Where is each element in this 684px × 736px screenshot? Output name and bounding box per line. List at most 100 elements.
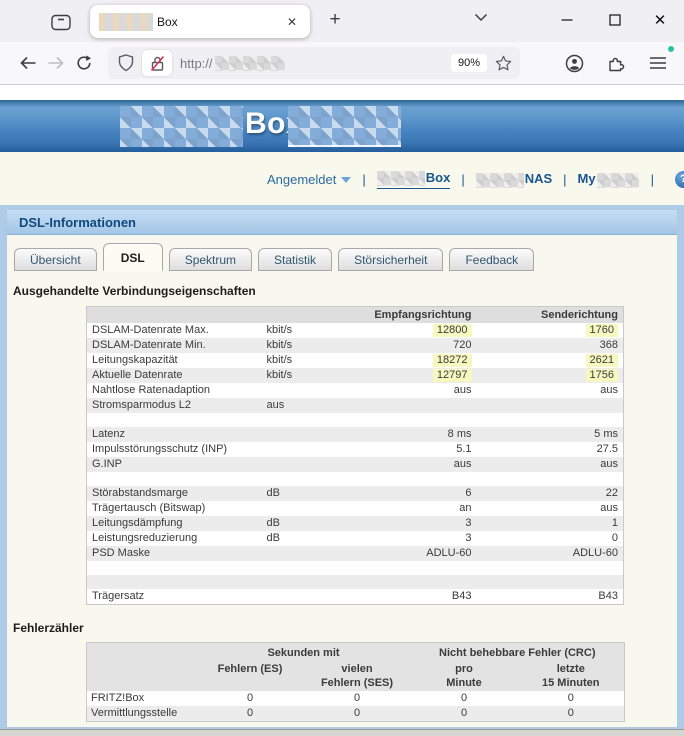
window-close-button[interactable]: ✕ — [653, 12, 667, 29]
nav-item-nas[interactable]: NAS — [475, 171, 552, 188]
account-icon[interactable] — [560, 49, 588, 77]
blurred-nav-prefix — [475, 172, 524, 188]
firefox-view-button[interactable] — [48, 9, 74, 35]
tab-feedback[interactable]: Feedback — [449, 248, 535, 271]
insecure-lock-icon[interactable] — [142, 50, 172, 76]
table-row: Trägersatz B43 B43 — [92, 590, 618, 602]
error-value: 0 — [460, 692, 468, 704]
connection-heading: Ausgehandelte Verbindungseigenschaften — [13, 284, 256, 298]
nav-separator: | — [563, 172, 567, 187]
table-subheader-row: Fehlern (ES) vielen Fehlern (SES) pro Mi… — [86, 661, 625, 691]
tab-title: Box — [157, 14, 178, 29]
logged-in-label[interactable]: Angemeldet — [266, 172, 337, 187]
error-value: 0 — [246, 692, 254, 704]
nav-separator: | — [461, 172, 465, 187]
nav-item-my[interactable]: My — [578, 171, 640, 188]
page-background: DSL-Informationen Übersicht DSL Spektrum St… — [0, 205, 684, 736]
menu-hamburger-icon[interactable] — [644, 45, 675, 77]
group-header-crc: Nicht behebbare Fehler (CRC) — [410, 642, 625, 661]
back-button[interactable] — [14, 49, 42, 77]
brand-banner: Box — [0, 100, 684, 152]
new-tab-button[interactable]: + — [329, 9, 341, 30]
table-row: Aktuelle Datenrate kbit/s 12797 1756 — [86, 368, 624, 383]
column-header-ses: vielen Fehlern (SES) — [303, 661, 411, 691]
blurred-nav-suffix — [596, 172, 639, 188]
column-header-empty — [261, 306, 350, 323]
blurred-brand-logo-region — [120, 106, 243, 147]
errors-heading: Fehlerzähler — [13, 621, 84, 635]
table-row: Nahtlose Ratenadaption aus aus — [92, 384, 618, 396]
browser-toolbar: http:// 90% — [0, 42, 684, 85]
column-header-empty — [86, 661, 197, 691]
shield-icon[interactable] — [114, 49, 138, 77]
table-row: Impulsstörungsschutz (INP) 5.1 27.5 — [92, 443, 618, 455]
tab-statistik[interactable]: Statistik — [258, 248, 333, 271]
bookmark-star-icon[interactable] — [495, 55, 512, 72]
tab-spektrum[interactable]: Spektrum — [168, 248, 253, 271]
zoom-level-badge[interactable]: 90% — [450, 54, 487, 72]
update-available-dot — [667, 45, 675, 53]
error-value: 0 — [567, 692, 574, 704]
window-maximize-button[interactable] — [593, 0, 637, 40]
window-minimize-button[interactable] — [545, 0, 589, 40]
spacer-row — [87, 561, 624, 575]
table-row: DSLAM-Datenrate Min. kbit/s 720 368 — [86, 338, 624, 353]
chevron-down-icon[interactable] — [341, 176, 352, 183]
error-value: 0 — [567, 707, 574, 719]
table-row: Leitungskapazität kbit/s 18272 2621 — [87, 353, 624, 368]
column-header-upstream: Senderichtung — [476, 306, 624, 323]
group-header-empty — [86, 642, 197, 661]
table-row: Trägertausch (Bitswap) an aus — [92, 502, 618, 514]
error-row-label: FRITZ!Box — [91, 692, 145, 704]
tab-close-button[interactable]: ✕ — [286, 14, 297, 29]
tab-störsicherheit[interactable]: Störsicherheit — [338, 248, 444, 271]
firefox-view-icon — [51, 14, 71, 31]
error-counter-table: Sekunden mit Nicht behebbare Fehler (CRC… — [86, 642, 625, 722]
table-row: G.INP aus aus — [86, 457, 624, 472]
browser-tab-bar: Box ✕ + ✕ — [0, 0, 684, 42]
spacer-row — [87, 413, 624, 427]
column-header-last-15: letzte 15 Minuten — [517, 661, 625, 691]
browser-tab[interactable]: Box ✕ — [90, 5, 310, 38]
panel-tab-strip: Übersicht DSL Spektrum Statistik Störsicherh… — [7, 235, 677, 271]
error-value: 0 — [460, 707, 468, 719]
table-row: PSD Maske ADLU-60 ADLU-60 — [86, 546, 624, 561]
column-header-empty — [86, 306, 262, 323]
connection-table: Empfangsrichtung Senderichtung DSLAM-Dat… — [86, 306, 624, 605]
column-header-es: Fehlern (ES) — [196, 661, 304, 691]
error-value: 0 — [246, 707, 254, 719]
column-header-per-minute: pro Minute — [410, 661, 518, 691]
url-bar[interactable]: http:// 90% — [108, 47, 520, 79]
blurred-hostname-region — [214, 55, 285, 71]
table-row: Leitungsdämpfung dB 3 1 — [86, 516, 624, 531]
url-protocol-text: http:// — [180, 55, 213, 71]
error-row-label: Vermittlungsstelle — [91, 707, 178, 719]
help-icon[interactable]: ? — [675, 171, 684, 188]
blurred-favicon-region — [99, 12, 153, 31]
table-group-header-row: Sekunden mit Nicht behebbare Fehler (CRC… — [86, 642, 625, 661]
table-row: FRITZ!Box 0 0 0 0 — [87, 691, 625, 706]
table-row: DSLAM-Datenrate Max. kbit/s 12800 1760 — [87, 323, 624, 338]
table-row: Störabstandsmarge dB 6 22 — [86, 486, 624, 501]
horizontal-scrollbar[interactable] — [0, 729, 684, 736]
spacer-row — [87, 472, 624, 486]
tab-übersicht[interactable]: Übersicht — [14, 248, 97, 271]
table-header-row: Empfangsrichtung Senderichtung — [86, 306, 624, 323]
panel-title: DSL-Informationen — [7, 210, 677, 235]
top-navigation: Angemeldet | Box | NAS | My | ? — [0, 152, 684, 205]
table-row: Vermittlungsstelle 0 0 0 0 — [86, 706, 625, 722]
nav-item-box[interactable]: Box — [376, 170, 451, 190]
group-header-seconds: Sekunden mit — [196, 642, 411, 661]
forward-button[interactable] — [42, 49, 70, 77]
blurred-model-name-region — [288, 106, 401, 147]
tab-list-chevron-icon[interactable] — [474, 13, 488, 22]
error-value: 0 — [353, 707, 361, 719]
nav-separator: | — [362, 172, 366, 187]
panel-content: Ausgehandelte Verbindungseigenschaften E… — [7, 271, 677, 722]
blurred-nav-prefix — [376, 171, 425, 187]
spacer-row — [86, 575, 624, 589]
tab-dsl[interactable]: DSL — [102, 243, 163, 271]
extensions-puzzle-icon[interactable] — [602, 49, 630, 77]
reload-button[interactable] — [70, 49, 98, 77]
table-row: Latenz 8 ms 5 ms — [86, 427, 624, 442]
